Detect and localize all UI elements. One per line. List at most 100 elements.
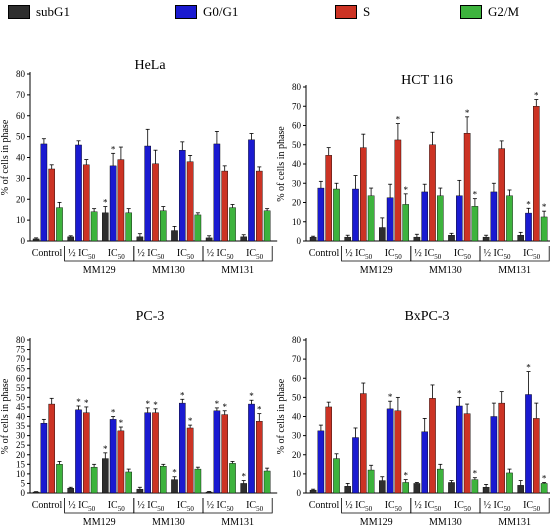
y-tick-label: 5 [21,478,26,488]
y-tick-label: 40 [292,159,302,169]
bar-g2m [125,212,132,242]
legend-label-subg1: subG1 [36,4,70,19]
significance-star: * [84,398,89,408]
bar-g2m [437,195,444,242]
y-tick-label: 60 [16,111,26,121]
bar-s [48,403,55,494]
bar-subg1 [32,491,40,494]
bar-s [186,161,194,242]
bar-subg1 [67,488,74,494]
y-tick-label: 80 [16,69,26,79]
bar-g0g1 [490,416,498,494]
x-tick-subscript: 50 [118,253,126,261]
bar-g2m [540,216,548,242]
y-tick-label: 40 [292,412,302,422]
x-tick-label: ½ IC50 [414,500,442,513]
bar-g2m [56,464,63,494]
x-tick-label: ½ IC50 [207,500,235,513]
bar-g2m [333,458,340,494]
bar-g2m [229,463,236,494]
y-tick-label: 30 [292,431,302,441]
bar-g2m [402,482,410,494]
x-tick-label: IC50 [454,500,472,513]
y-tick-label: 80 [292,335,302,345]
legend-item-subg1: subG1 [8,2,70,22]
x-tick-label: IC50 [246,248,264,261]
y-tick-label: 40 [16,153,26,163]
group-label: MM131 [498,265,531,276]
significance-star: * [526,199,531,209]
bar-subg1 [171,479,178,494]
x-tick-subscript: 50 [533,505,541,513]
y-tick-label: 50 [16,392,26,402]
y-tick-label: 10 [16,469,26,479]
y-tick-label: 75 [16,345,26,355]
bar-g2m [263,210,271,242]
chart-title: HCT 116 [401,73,453,88]
bar-g0g1 [421,431,429,494]
x-tick-subscript: 50 [187,505,195,513]
bar-s [463,132,471,242]
x-tick-label: ½ IC50 [137,248,165,261]
bar-s [429,398,436,494]
bar-g0g1 [317,430,325,494]
y-tick-label: 45 [16,402,26,412]
y-tick-label: 60 [16,373,26,383]
significance-star: * [222,402,227,412]
chart-panel-3: BxPC-3 % of cells in phase 0 10 20 30 40 50 60 70… [276,309,550,528]
bar-g0g1 [109,165,117,242]
y-axis-label: % of cells in phase [0,378,11,454]
bar-g0g1 [352,188,359,242]
group-label: MM131 [498,517,531,528]
bar-g2m [90,211,98,242]
bar-subg1 [482,487,490,494]
x-tick-label: IC50 [108,248,126,261]
significance-star: * [119,418,124,428]
bar-g2m [125,471,132,494]
y-tick-label: 20 [16,450,26,460]
bar-subg1 [448,482,455,494]
significance-star: * [257,405,262,415]
group-label: MM130 [152,517,185,528]
y-tick-label: 50 [292,140,302,150]
legend-swatch-g0g1 [175,5,197,19]
bar-s [256,170,263,242]
significance-star: * [403,471,408,481]
x-tick-label: ½ IC50 [137,500,165,513]
y-tick-label: 65 [16,364,26,374]
x-tick-subscript: 50 [504,253,512,261]
bar-g0g1 [525,394,532,494]
bar-g2m [90,466,98,494]
bar-subg1 [517,485,524,494]
bar-g0g1 [352,437,359,494]
bar-g0g1 [317,187,325,242]
y-tick-label: 50 [16,132,26,142]
group-label: MM129 [83,517,116,528]
significance-star: * [473,190,478,200]
x-tick-label: ½ IC50 [345,500,373,513]
legend-item-s: S [335,2,370,22]
x-tick-subscript: 50 [88,253,96,261]
bar-s [82,164,90,242]
bar-g0g1 [456,195,463,242]
group-bracket [202,246,273,262]
y-tick-label: 20 [16,194,26,204]
significance-star: * [542,473,547,483]
bar-subg1 [517,235,524,242]
chart-panel-1: HCT 116 % of cells in phase 0 10 20 30 40 50 60 7… [276,73,550,276]
bar-subg1 [101,458,109,494]
x-tick-label: ½ IC50 [345,248,373,261]
x-tick-subscript: 50 [256,505,264,513]
bar-g2m [56,207,63,242]
bar-s [533,418,540,494]
bar-s [498,148,506,242]
x-tick-subscript: 50 [118,505,126,513]
group-label: MM129 [360,517,393,528]
bar-g2m [402,204,410,242]
x-tick-label: IC50 [177,500,195,513]
bar-s [186,427,194,494]
bar-subg1 [240,483,248,494]
significance-star: * [403,185,408,195]
x-tick-label: Control [309,248,340,259]
